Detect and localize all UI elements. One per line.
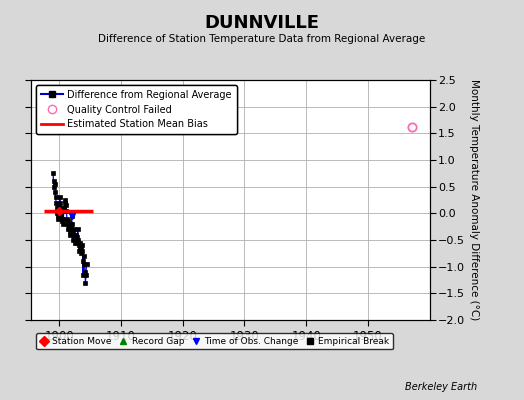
Text: Berkeley Earth: Berkeley Earth xyxy=(405,382,477,392)
Text: Difference of Station Temperature Data from Regional Average: Difference of Station Temperature Data f… xyxy=(99,34,425,44)
Text: DUNNVILLE: DUNNVILLE xyxy=(204,14,320,32)
Y-axis label: Monthly Temperature Anomaly Difference (°C): Monthly Temperature Anomaly Difference (… xyxy=(470,79,479,321)
Legend: Difference from Regional Average, Quality Control Failed, Estimated Station Mean: Difference from Regional Average, Qualit… xyxy=(36,85,237,134)
Legend: Station Move, Record Gap, Time of Obs. Change, Empirical Break: Station Move, Record Gap, Time of Obs. C… xyxy=(36,333,393,350)
